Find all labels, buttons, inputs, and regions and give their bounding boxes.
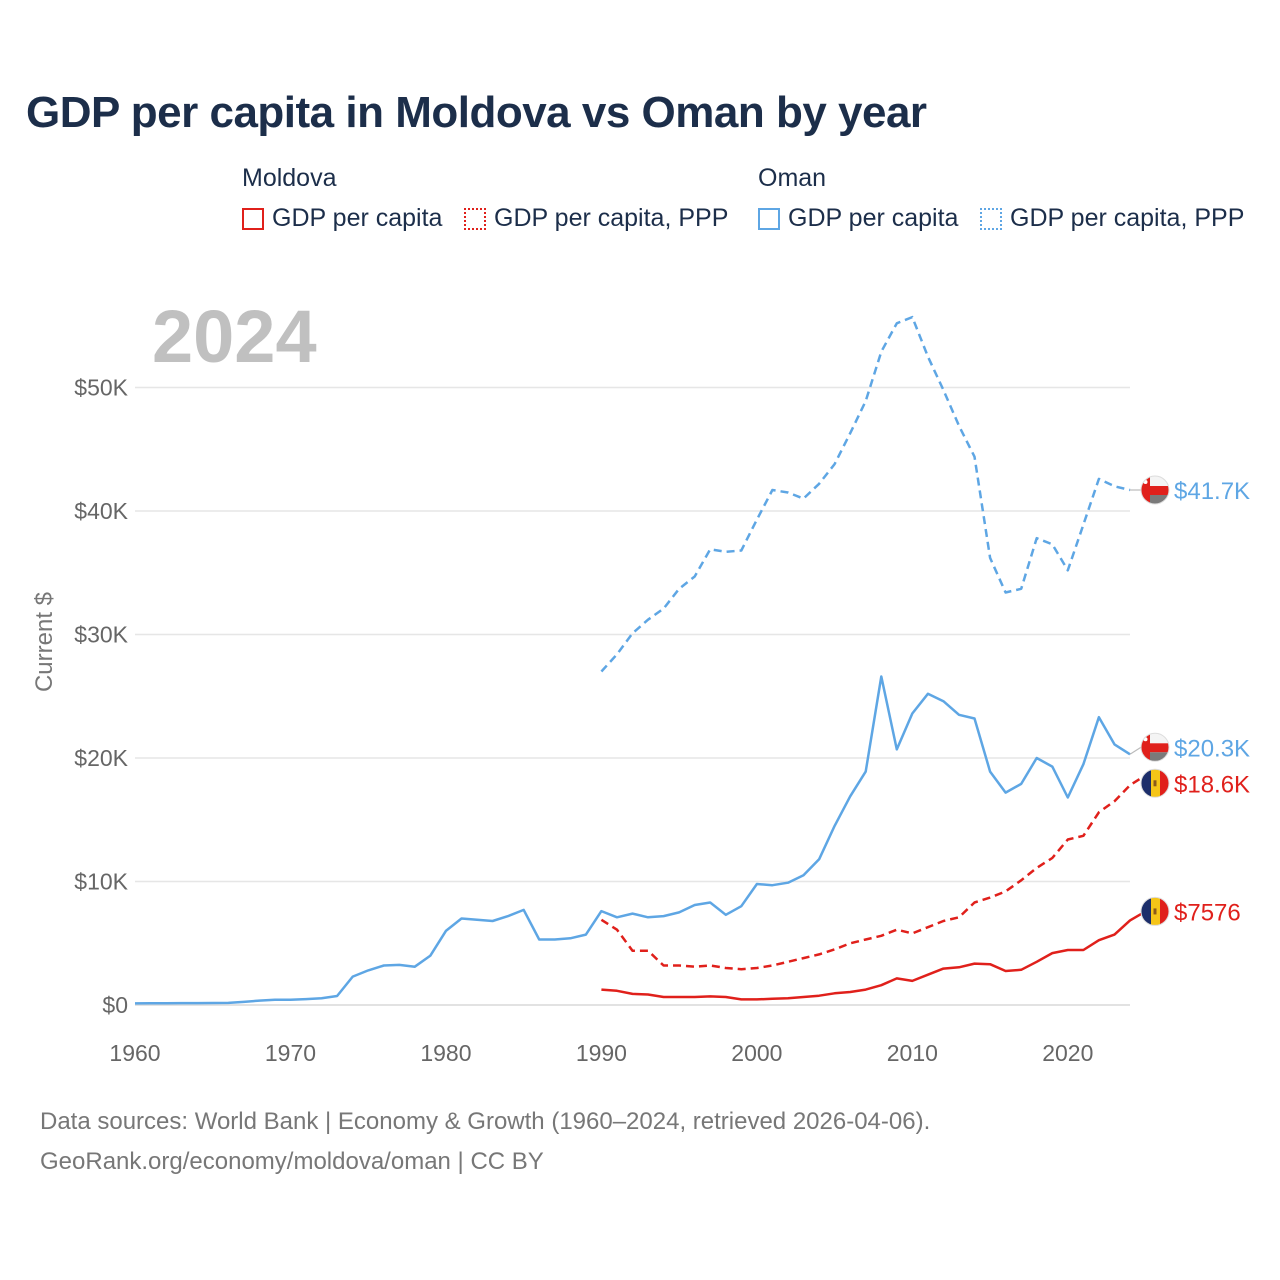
- end-value-label: $7576: [1174, 899, 1241, 926]
- x-tick-label: 1990: [576, 1040, 627, 1066]
- y-axis-label: Current $: [31, 592, 58, 692]
- legend-item-oman-gdp[interactable]: GDP per capita: [758, 204, 958, 233]
- year-label: 2024: [152, 295, 317, 378]
- legend-label: GDP per capita, PPP: [1010, 204, 1245, 232]
- footer-credit[interactable]: GeoRank.org/economy/moldova/oman | CC BY: [40, 1148, 544, 1175]
- legend-label: GDP per capita, PPP: [494, 204, 729, 232]
- legend-label: GDP per capita: [272, 204, 443, 232]
- series-line: [600, 774, 1147, 971]
- y-tick-label: $30K: [74, 622, 128, 648]
- legend-item-oman-gdp-ppp[interactable]: GDP per capita, PPP: [980, 204, 1244, 233]
- y-tick-label: $40K: [74, 498, 128, 524]
- end-value-label: $18.6K: [1174, 771, 1250, 798]
- y-tick-label: $0: [102, 992, 128, 1018]
- end-value-label: $20.3K: [1174, 735, 1250, 762]
- legend-item-moldova-gdp-ppp[interactable]: GDP per capita, PPP: [464, 204, 728, 233]
- series-line: [134, 675, 1131, 1005]
- end-marker: $18.6K: [1140, 768, 1250, 798]
- moldova-flag-icon: [1141, 897, 1169, 926]
- y-tick-label: $50K: [74, 375, 128, 401]
- x-tick-label: 2010: [887, 1040, 938, 1066]
- end-value-label: $41.7K: [1174, 478, 1250, 505]
- end-marker: $41.7K: [1130, 475, 1250, 505]
- legend-label: GDP per capita: [788, 204, 959, 232]
- legend-swatch-solid-icon: [758, 207, 780, 230]
- legend-group-moldova: Moldova: [242, 164, 337, 192]
- legend-swatch-solid-icon: [242, 207, 264, 230]
- y-tick-label: $10K: [74, 869, 128, 895]
- end-marker: $7576: [1140, 896, 1241, 926]
- legend-group-oman: Oman: [758, 164, 827, 192]
- line-chart: 2024 Current $ $0 $10K $20K $30K $40K $50K 19…: [31, 295, 1250, 1066]
- x-tick-label: 1970: [265, 1040, 316, 1066]
- legend-swatch-dotted-icon: [980, 207, 1002, 230]
- series-line: [600, 315, 1131, 673]
- end-marker: $20.3K: [1129, 732, 1250, 762]
- series-line: [601, 910, 1147, 1001]
- x-tick-label: 2020: [1042, 1040, 1093, 1066]
- chart-title: GDP per capita in Moldova vs Oman by yea…: [26, 88, 927, 137]
- legend-item-moldova-gdp[interactable]: GDP per capita: [242, 204, 442, 233]
- legend-swatch-dotted-icon: [464, 207, 486, 230]
- x-tick-label: 2000: [731, 1040, 782, 1066]
- footer-sources: Data sources: World Bank | Economy & Gro…: [40, 1108, 931, 1135]
- x-tick-label: 1960: [109, 1040, 160, 1066]
- x-tick-label: 1980: [420, 1040, 471, 1066]
- moldova-flag-icon: [1141, 769, 1169, 798]
- y-tick-label: $20K: [74, 745, 128, 771]
